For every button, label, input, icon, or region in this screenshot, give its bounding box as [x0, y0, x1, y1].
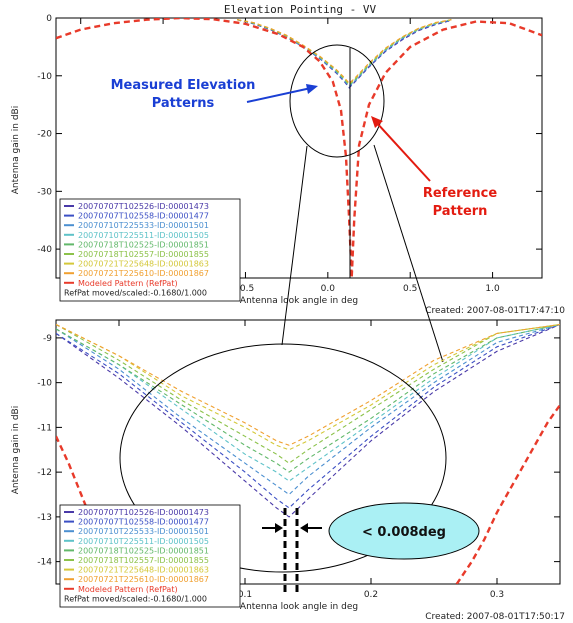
legend-entry-label: 20070721T225648-ID:00001863 [78, 566, 209, 575]
legend-entry-label: 20070710T225533-ID:00001501 [78, 527, 209, 536]
bottom-measured-pattern-line [56, 323, 560, 446]
measured-annotation-line1: Measured Elevation [111, 78, 256, 93]
legend-entry-label: 20070707T102526-ID:00001473 [78, 508, 209, 517]
reference-annotation-line1: Reference [423, 186, 497, 201]
top-created-stamp: Created: 2007-08-01T17:47:10 [425, 306, 565, 316]
legend-entry-label: Modeled Pattern (RefPat) [78, 585, 178, 594]
top-chart: Elevation Pointing - VV -1.5-1.0-0.50.00… [11, 3, 565, 363]
reference-arrow [375, 121, 431, 182]
bottom-measured-pattern-line [56, 323, 560, 451]
bottom-y-tick-label: -13 [37, 513, 52, 523]
bottom-x-tick-label: 0.2 [364, 590, 378, 600]
top-series-group [56, 18, 542, 278]
resolution-arrow-left-head [275, 523, 283, 533]
top-reference-pattern-line [56, 18, 542, 278]
bottom-measured-pattern-line [56, 323, 560, 464]
top-y-tick-label: 0 [46, 14, 52, 24]
legend-entry-label: 20070718T102525-ID:00001851 [78, 240, 209, 249]
legend-entry-label: 20070718T102525-ID:00001851 [78, 546, 209, 555]
legend-entry-label: 20070718T102557-ID:00001855 [78, 556, 209, 565]
top-y-axis-label: Antenna gain in dBi [11, 106, 21, 194]
top-chart-title: Elevation Pointing - VV [224, 3, 377, 16]
legend-box [59, 504, 241, 608]
legend-entry-label: 20070707T102558-ID:00001477 [78, 518, 209, 527]
reference-arrow-head [371, 116, 383, 128]
top-measured-pattern-line [237, 19, 452, 87]
reference-annotation-line2: Pattern [433, 204, 488, 219]
zoom-oval [119, 343, 447, 573]
legend-footer: RefPat moved/scaled:-0.1680/1.000 [64, 594, 207, 603]
bottom-y-tick-label: -12 [37, 468, 52, 478]
top-y-tick-label: -20 [37, 130, 52, 140]
bottom-y-tick-label: -10 [37, 379, 52, 389]
bottom-plot-frame [55, 319, 561, 585]
legend-entry-label: 20070710T225511-ID:00001505 [78, 537, 209, 546]
resolution-callout-text: < 0.008deg [362, 525, 446, 540]
legend-entry-label: 20070710T225511-ID:00001505 [78, 231, 209, 240]
top-x-tick-label: 0.0 [321, 284, 336, 294]
bottom-y-tick-label: -11 [37, 423, 52, 433]
bottom-chart: 0.00.10.20.3-14-13-12-11-10-9 Antenna lo… [11, 319, 565, 622]
legend-entry-label: 20070707T102558-ID:00001477 [78, 212, 209, 221]
zoom-circle [289, 44, 385, 158]
legend-entry-label: 20070710T225533-ID:00001501 [78, 221, 209, 230]
top-y-tick-label: -40 [37, 245, 52, 255]
legend-entry-label: 20070721T225610-ID:00001867 [78, 269, 209, 278]
measured-arrow-head [306, 84, 318, 94]
resolution-callout [328, 502, 480, 560]
bottom-created-stamp: Created: 2007-08-01T17:50:17 [425, 612, 565, 622]
top-measured-pattern-line [237, 19, 452, 89]
bottom-measured-pattern-line [56, 323, 560, 482]
legend-entry-label: 20070707T102526-ID:00001473 [78, 202, 209, 211]
top-x-tick-label: -0.5 [237, 284, 255, 294]
measured-arrow [246, 87, 312, 103]
bottom-x-axis-label: Antenna look angle in deg [240, 602, 358, 612]
bottom-measured-pattern-line [56, 323, 560, 473]
bottom-legend: 20070707T102526-ID:0000147320070707T1025… [59, 504, 241, 608]
bottom-measured-pattern-line [56, 323, 560, 518]
bottom-y-axis-label: Antenna gain in dBi [11, 406, 21, 494]
top-x-axis-label: Antenna look angle in deg [240, 296, 358, 306]
bottom-y-tick-label: -9 [43, 334, 52, 344]
legend-box [59, 198, 241, 302]
top-y-tick-label: -10 [37, 72, 52, 82]
bottom-x-tick-label: 0.3 [490, 590, 504, 600]
top-x-tick-label: 0.5 [403, 284, 417, 294]
top-legend: 20070707T102526-ID:0000147320070707T1025… [59, 198, 241, 302]
zoom-connector-right [373, 144, 444, 363]
bottom-reference-pattern-line [455, 404, 560, 584]
resolution-arrow-right-head [300, 523, 308, 533]
bottom-y-tick-label: -14 [37, 558, 52, 568]
top-plot-frame [55, 17, 543, 279]
zoom-connector-left [281, 145, 308, 346]
legend-entry-label: 20070721T225610-ID:00001867 [78, 575, 209, 584]
legend-entry-label: Modeled Pattern (RefPat) [78, 279, 178, 288]
top-x-tick-label: 1.0 [485, 284, 500, 294]
legend-footer: RefPat moved/scaled:-0.1680/1.000 [64, 288, 207, 297]
legend-entry-label: 20070718T102557-ID:00001855 [78, 250, 209, 259]
measured-annotation-line2: Patterns [152, 96, 215, 111]
bottom-x-tick-label: 0.1 [238, 590, 252, 600]
bottom-measured-pattern-line [56, 323, 560, 509]
legend-entry-label: 20070721T225648-ID:00001863 [78, 260, 209, 269]
bottom-measured-pattern-line [56, 323, 560, 496]
top-y-tick-label: -30 [37, 187, 52, 197]
